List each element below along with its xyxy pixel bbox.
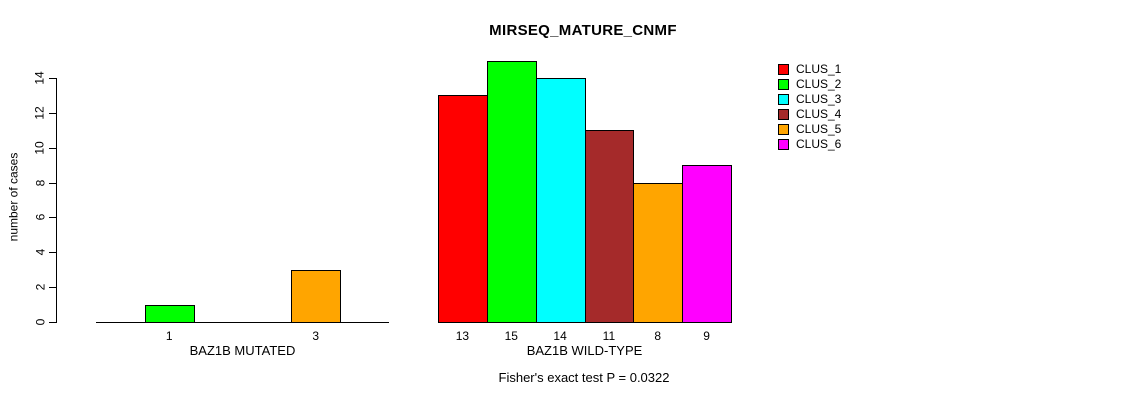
legend-label: CLUS_3 bbox=[796, 92, 842, 106]
group-label-wildtype: BAZ1B WILD-TYPE bbox=[526, 343, 643, 358]
bar bbox=[682, 165, 732, 323]
legend-item: CLUS_2 bbox=[778, 77, 841, 92]
y-tick-label: 2 bbox=[33, 283, 47, 291]
y-tick-label: 12 bbox=[32, 106, 47, 120]
y-tick bbox=[49, 217, 56, 218]
legend-label: CLUS_6 bbox=[796, 137, 842, 151]
y-tick-label-box: 0 bbox=[20, 302, 60, 342]
annotation-fisher-test: Fisher's exact test P = 0.0322 bbox=[498, 370, 670, 385]
y-tick-label-box: 12 bbox=[20, 93, 60, 133]
bar bbox=[438, 95, 488, 323]
y-tick bbox=[49, 148, 56, 149]
legend-label: CLUS_5 bbox=[796, 122, 842, 136]
legend-swatch bbox=[778, 64, 789, 75]
legend-swatch bbox=[778, 124, 789, 135]
chart-title: MIRSEQ_MATURE_CNMF bbox=[489, 22, 677, 39]
y-tick-label: 0 bbox=[33, 318, 47, 326]
x-axis-baseline bbox=[96, 322, 389, 323]
legend-swatch bbox=[778, 139, 789, 150]
y-tick-label-box: 6 bbox=[20, 197, 60, 237]
y-tick-label: 10 bbox=[32, 141, 47, 155]
bar-value-label: 13 bbox=[455, 329, 470, 343]
y-tick-label: 4 bbox=[33, 248, 47, 256]
y-tick-label: 6 bbox=[33, 213, 47, 221]
group-label-mutated: BAZ1B MUTATED bbox=[189, 343, 296, 358]
y-tick-label-box: 2 bbox=[20, 267, 60, 307]
y-tick bbox=[49, 322, 56, 323]
bar-value-label: 9 bbox=[703, 329, 710, 343]
bar-value-label: 8 bbox=[654, 329, 662, 343]
legend-item: CLUS_1 bbox=[778, 62, 841, 77]
y-tick-label-box: 8 bbox=[20, 163, 60, 203]
legend-item: CLUS_6 bbox=[778, 137, 841, 152]
bar-value-label: 14 bbox=[553, 329, 567, 343]
y-axis-line bbox=[56, 78, 57, 323]
bar bbox=[633, 183, 683, 323]
y-tick-label-box: 10 bbox=[20, 128, 60, 168]
y-tick bbox=[49, 183, 56, 184]
y-tick-label-box: 14 bbox=[20, 58, 60, 98]
y-tick bbox=[49, 113, 56, 114]
legend-swatch bbox=[778, 79, 789, 90]
bar bbox=[536, 78, 586, 323]
legend-swatch bbox=[778, 94, 789, 105]
bar bbox=[487, 61, 537, 323]
legend-label: CLUS_2 bbox=[796, 77, 842, 91]
legend-item: CLUS_4 bbox=[778, 107, 841, 122]
bar-value-label: 3 bbox=[312, 329, 320, 343]
y-axis-title: number of cases bbox=[6, 152, 20, 242]
legend-label: CLUS_4 bbox=[796, 107, 842, 121]
y-tick bbox=[49, 78, 56, 79]
bar-value-label: 1 bbox=[165, 329, 173, 343]
bar bbox=[585, 130, 634, 323]
legend-label: CLUS_1 bbox=[796, 62, 842, 76]
legend-swatch bbox=[778, 109, 789, 120]
legend-item: CLUS_3 bbox=[778, 92, 841, 107]
legend: CLUS_1 CLUS_2 CLUS_3 CLUS_4 CLUS_5 CLUS_6 bbox=[778, 62, 841, 152]
y-tick-label: 8 bbox=[33, 179, 47, 187]
bar bbox=[145, 305, 195, 323]
y-tick bbox=[49, 252, 56, 253]
bar-value-label: 15 bbox=[504, 329, 518, 343]
y-tick-label-box: 4 bbox=[20, 232, 60, 272]
legend-item: CLUS_5 bbox=[778, 122, 841, 137]
y-tick-label: 14 bbox=[32, 71, 47, 85]
bar-value-label: 11 bbox=[602, 329, 616, 343]
y-tick bbox=[49, 287, 56, 288]
bar bbox=[291, 270, 341, 323]
